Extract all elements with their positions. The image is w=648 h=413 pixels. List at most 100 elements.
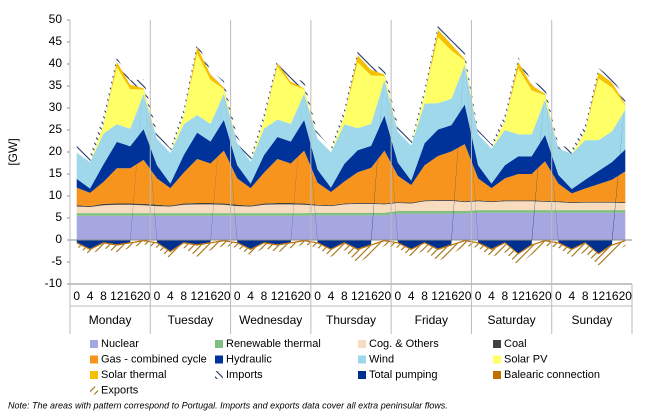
x-tick-label: 16 [124,289,138,303]
x-tick-label: 12 [271,289,285,303]
day-label: Saturday [488,313,536,327]
x-tick-label: 4 [328,289,335,303]
legend-label: Imports [226,369,263,381]
x-tick-label: 12 [431,289,445,303]
legend-swatch [215,355,223,364]
legend-label: Solar thermal [101,369,166,381]
x-tick-label: 16 [605,289,619,303]
x-tick-label: 8 [180,289,187,303]
y-tick-label: -10 [45,276,63,290]
x-tick-label: 8 [341,289,348,303]
legend-swatch [358,371,366,379]
area [76,241,626,266]
day-label: Tuesday [168,313,214,327]
x-tick-label: 16 [525,289,539,303]
legend-swatch [90,386,98,395]
legend-swatch [215,371,223,379]
x-tick-label: 20 [619,289,633,303]
legend-label: Coal [504,338,527,350]
y-tick-label: 15 [49,166,63,180]
legend-label: Renewable thermal [226,338,321,350]
y-tick-label: 25 [49,122,63,136]
x-tick-label: 20 [538,289,552,303]
area [76,210,626,216]
x-tick-label: 12 [110,289,124,303]
y-tick-label: 50 [49,12,63,26]
x-tick-label: 8 [261,289,268,303]
y-tick-label: 40 [49,56,63,70]
legend-swatch [90,355,98,364]
legend-swatch [358,355,366,364]
area [76,200,626,214]
day-label: Thursday [326,313,376,327]
x-tick-label: 8 [100,289,107,303]
legend-label: Gas - combined cycle [101,353,207,365]
y-axis-label: [GW] [6,138,20,165]
x-tick-label: 12 [512,289,526,303]
legend-label: Exports [101,384,139,396]
x-tick-label: 16 [284,289,298,303]
legend-swatch [493,355,501,364]
note: Note: The areas with pattern correspond … [8,400,448,410]
legend-swatch [493,371,501,379]
legend-label: Hydraulic [226,353,272,365]
x-tick-label: 8 [502,289,509,303]
x-tick-label: 4 [568,289,575,303]
day-label: Monday [89,313,132,327]
x-tick-label: 12 [592,289,606,303]
area [76,104,626,194]
x-tick-label: 8 [582,289,589,303]
x-tick-label: 4 [167,289,174,303]
x-tick-label: 0 [475,289,482,303]
x-tick-label: 0 [154,289,161,303]
x-tick-label: 0 [555,289,562,303]
day-label: Friday [415,313,448,327]
x-tick-label: 20 [217,289,231,303]
y-tick-label: 20 [49,144,63,158]
legend-label: Solar PV [504,353,548,365]
y-tick-label: -5 [51,254,62,268]
y-tick-label: 5 [55,210,62,224]
y-tick-label: 30 [49,100,63,114]
area [76,64,626,189]
legend-swatch [90,340,98,348]
legend-label: Nuclear [101,338,139,350]
x-tick-label: 12 [351,289,365,303]
y-tick-label: 35 [49,78,63,92]
legend-swatch [493,340,501,348]
x-tick-label: 12 [190,289,204,303]
x-tick-label: 20 [378,289,392,303]
y-tick-label: 10 [49,188,63,202]
area [76,199,626,207]
area [76,144,626,207]
y-tick-label: 0 [55,232,62,246]
legend-swatch [358,340,366,348]
x-tick-label: 20 [137,289,151,303]
legend-label: Total pumping [369,369,438,381]
day-label: Sunday [572,313,613,327]
x-tick-label: 16 [364,289,378,303]
x-tick-label: 8 [421,289,428,303]
x-tick-label: 20 [297,289,311,303]
x-tick-label: 20 [458,289,472,303]
area [76,37,626,163]
y-tick-label: 45 [49,34,63,48]
area [76,212,626,240]
x-tick-label: 0 [73,289,80,303]
x-tick-label: 4 [87,289,94,303]
day-label: Wednesday [239,313,302,327]
x-tick-label: 16 [204,289,218,303]
legend-swatch [90,371,98,379]
x-tick-label: 16 [445,289,459,303]
x-tick-label: 0 [234,289,241,303]
legend-label: Cog. & Others [369,338,439,350]
legend-swatch [215,340,223,348]
legend-label: Balearic connection [504,369,600,381]
x-tick-label: 4 [247,289,254,303]
legend-label: Wind [369,353,394,365]
x-tick-label: 0 [394,289,401,303]
x-tick-label: 0 [314,289,321,303]
x-tick-label: 4 [488,289,495,303]
x-tick-label: 4 [408,289,415,303]
